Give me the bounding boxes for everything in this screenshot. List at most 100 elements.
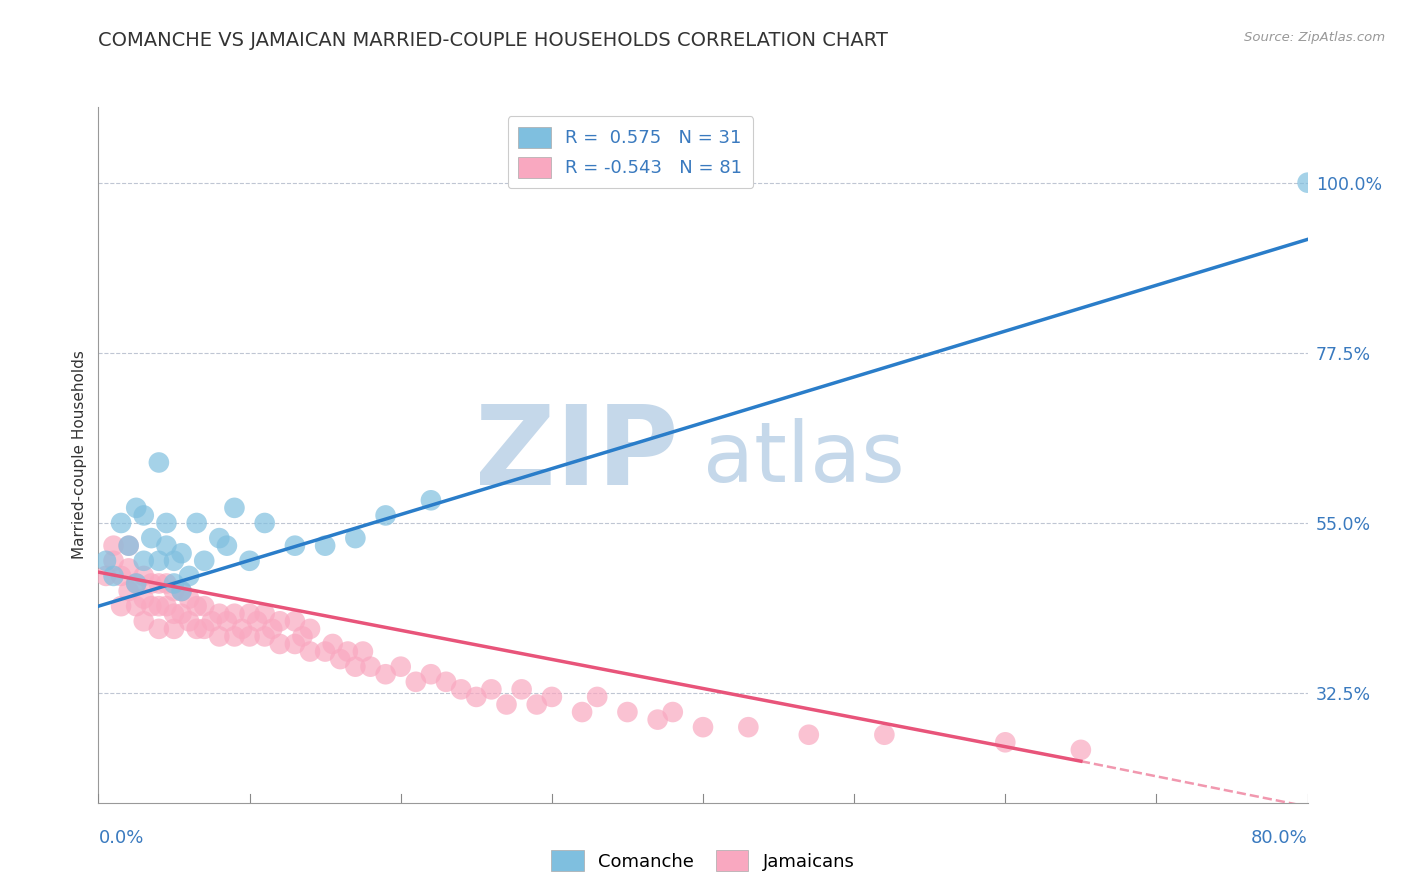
Point: [291, 629, 314, 643]
Point: [170, 546, 193, 560]
Point: [186, 622, 208, 636]
Point: [692, 720, 714, 734]
Point: [299, 622, 322, 636]
Point: [737, 720, 759, 734]
Point: [118, 539, 141, 553]
Point: [94, 569, 117, 583]
Point: [1070, 743, 1092, 757]
Point: [170, 584, 193, 599]
Point: [873, 728, 896, 742]
Point: [148, 576, 170, 591]
Point: [193, 554, 215, 568]
Point: [179, 615, 201, 629]
Point: [239, 629, 262, 643]
Legend: R =  0.575   N = 31, R = -0.543   N = 81: R = 0.575 N = 31, R = -0.543 N = 81: [508, 116, 754, 188]
Point: [253, 607, 276, 621]
Point: [526, 698, 548, 712]
Point: [163, 584, 186, 599]
Point: [253, 516, 276, 530]
Point: [141, 576, 163, 591]
Point: [336, 644, 359, 658]
Point: [239, 607, 262, 621]
Point: [253, 629, 276, 643]
Point: [186, 599, 208, 614]
Point: [246, 615, 269, 629]
Point: [616, 705, 638, 719]
Point: [314, 644, 336, 658]
Point: [118, 584, 141, 599]
Point: [103, 539, 125, 553]
Point: [284, 539, 307, 553]
Point: [163, 554, 186, 568]
Point: [125, 599, 148, 614]
Y-axis label: Married-couple Households: Married-couple Households: [72, 351, 87, 559]
Point: [352, 644, 374, 658]
Point: [215, 539, 238, 553]
Point: [314, 539, 336, 553]
Point: [155, 576, 177, 591]
Point: [141, 599, 163, 614]
Point: [186, 516, 208, 530]
Point: [344, 659, 367, 673]
Point: [269, 637, 291, 651]
Point: [208, 629, 231, 643]
Point: [141, 531, 163, 545]
Point: [118, 539, 141, 553]
Point: [269, 615, 291, 629]
Point: [208, 531, 231, 545]
Legend: Comanche, Jamaicans: Comanche, Jamaicans: [544, 843, 862, 879]
Point: [155, 599, 177, 614]
Point: [132, 615, 155, 629]
Point: [374, 508, 396, 523]
Point: [284, 615, 307, 629]
Point: [170, 607, 193, 621]
Point: [215, 615, 238, 629]
Point: [322, 637, 344, 651]
Point: [125, 576, 148, 591]
Text: atlas: atlas: [703, 417, 904, 499]
Point: [540, 690, 562, 704]
Point: [994, 735, 1017, 749]
Point: [224, 607, 246, 621]
Point: [239, 554, 262, 568]
Point: [148, 554, 170, 568]
Point: [299, 644, 322, 658]
Point: [586, 690, 609, 704]
Point: [110, 599, 132, 614]
Point: [510, 682, 533, 697]
Point: [224, 629, 246, 643]
Point: [148, 455, 170, 469]
Point: [405, 674, 427, 689]
Point: [360, 659, 382, 673]
Point: [163, 622, 186, 636]
Point: [224, 500, 246, 515]
Point: [495, 698, 517, 712]
Text: Source: ZipAtlas.com: Source: ZipAtlas.com: [1244, 31, 1385, 45]
Point: [193, 622, 215, 636]
Point: [163, 576, 186, 591]
Point: [125, 576, 148, 591]
Point: [420, 667, 443, 681]
Point: [132, 569, 155, 583]
Text: COMANCHE VS JAMAICAN MARRIED-COUPLE HOUSEHOLDS CORRELATION CHART: COMANCHE VS JAMAICAN MARRIED-COUPLE HOUS…: [98, 31, 889, 50]
Point: [434, 674, 457, 689]
Point: [208, 607, 231, 621]
Point: [179, 591, 201, 606]
Point: [481, 682, 503, 697]
Point: [647, 713, 669, 727]
Text: 0.0%: 0.0%: [98, 829, 143, 847]
Point: [110, 569, 132, 583]
Point: [797, 728, 820, 742]
Point: [155, 516, 177, 530]
Point: [148, 622, 170, 636]
Point: [118, 561, 141, 575]
Point: [163, 607, 186, 621]
Point: [201, 615, 224, 629]
Point: [125, 500, 148, 515]
Point: [465, 690, 488, 704]
Point: [132, 591, 155, 606]
Point: [571, 705, 593, 719]
Text: 80.0%: 80.0%: [1251, 829, 1308, 847]
Point: [344, 531, 367, 545]
Point: [155, 539, 177, 553]
